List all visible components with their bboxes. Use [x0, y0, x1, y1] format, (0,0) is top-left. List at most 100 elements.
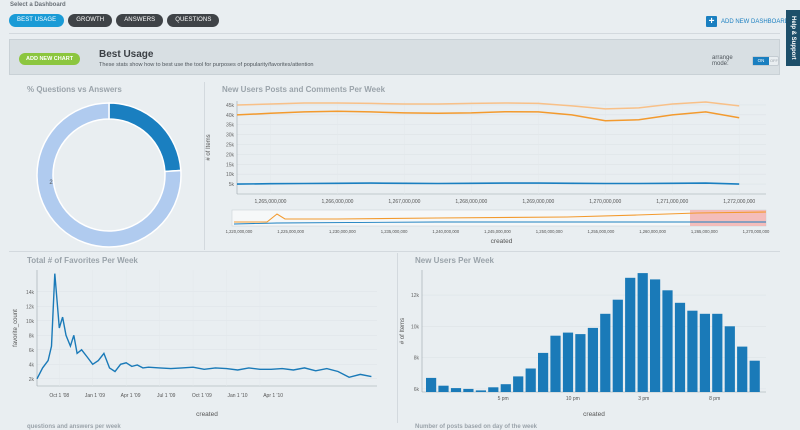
toggle-on-label: ON	[752, 57, 769, 65]
arrange-mode-toggle[interactable]: ON OFF	[751, 56, 779, 66]
bar	[674, 302, 686, 392]
overview-tick-label: 1,250,000,000	[536, 229, 563, 234]
tab-answers[interactable]: ANSWERS	[116, 14, 164, 27]
x-tick-label: 5 pm	[498, 396, 509, 402]
bar	[438, 385, 449, 392]
y-tick-label: 8k	[414, 356, 420, 362]
posts-comments-chart: 45k 40k 35k 30k 25k 20k 15k 10k 5k # of Items 1,26…	[206, 101, 770, 245]
bar	[562, 332, 574, 392]
bar	[612, 299, 623, 392]
tab-growth[interactable]: GROWTH	[68, 14, 113, 27]
y-tick-label: 6k	[414, 387, 420, 393]
donut-slice	[108, 102, 182, 173]
overview-line	[233, 221, 766, 225]
favorites-chart: 14k 12k 10k 8k 6k 4k 2k Oct 1 '08 Jan 1 '09 Apr 1…	[13, 270, 377, 418]
y-tick-label: 45k	[226, 103, 235, 109]
bar	[687, 310, 698, 392]
bar	[625, 277, 636, 392]
bar	[650, 279, 661, 392]
dashboard-title: Best Usage	[99, 49, 154, 60]
x-tick-label: Jan 1 '10	[227, 393, 247, 399]
y-tick-label: 40k	[226, 113, 235, 119]
y-tick-label: 5k	[229, 182, 235, 188]
toggle-off-label: OFF	[769, 58, 778, 63]
x-tick-label: 1,268,000,000	[455, 199, 487, 205]
y-tick-label: 25k	[226, 143, 235, 149]
overview-tick-label: 1,270,000,000	[743, 229, 770, 234]
overview-tick-label: 1,265,000,000	[691, 229, 718, 234]
add-dashboard-label: ADD NEW DASHBOARD	[721, 18, 790, 25]
x-tick-label: 8 pm	[709, 396, 720, 402]
add-dashboard-button[interactable]: + ADD NEW DASHBOARD	[706, 16, 789, 27]
panel-title-questions-vs-answers: % Questions vs Answers	[27, 85, 122, 94]
x-axis-label: created	[583, 411, 605, 418]
bar	[538, 352, 549, 392]
overview-tick-label: 1,245,000,000	[484, 229, 511, 234]
series-line	[36, 273, 372, 380]
tab-questions[interactable]: QUESTIONS	[167, 14, 220, 27]
bar	[463, 388, 474, 392]
tab-best-usage[interactable]: BEST USAGE	[9, 14, 65, 27]
y-tick-label: 10k	[26, 319, 35, 325]
plus-icon: +	[706, 16, 717, 27]
bar	[737, 346, 748, 392]
bar	[500, 384, 511, 392]
bar	[513, 376, 524, 392]
y-tick-label: 35k	[226, 123, 235, 129]
x-axis-label: created	[196, 411, 218, 418]
donut-chart: 2	[36, 102, 182, 248]
x-tick-label: Oct 1 '09	[192, 393, 212, 399]
x-axis-label: created	[491, 238, 513, 245]
add-chart-button[interactable]: ADD NEW CHART	[19, 53, 81, 65]
bar	[426, 377, 437, 392]
overview-line	[234, 211, 767, 223]
bar	[724, 326, 735, 392]
x-tick-label: 3 pm	[638, 396, 649, 402]
bar	[488, 387, 499, 392]
donut-slice-label: 2	[49, 180, 53, 186]
series-line	[236, 182, 740, 185]
dashboard-tabs: BEST USAGE GROWTH ANSWERS QUESTIONS	[9, 14, 220, 27]
bar	[749, 360, 760, 392]
x-tick-label: 10 pm	[566, 396, 580, 402]
bar	[575, 334, 586, 392]
y-tick-label: 10k	[226, 172, 235, 178]
overview-tick-label: 1,220,000,000	[226, 229, 253, 234]
series-line	[236, 110, 740, 122]
y-tick-label: 4k	[29, 362, 35, 368]
bar	[712, 313, 723, 392]
x-tick-label: 1,267,000,000	[388, 199, 420, 205]
y-tick-label: 8k	[29, 333, 35, 339]
x-tick-label: 1,269,000,000	[522, 199, 554, 205]
y-tick-label: 12k	[26, 304, 35, 310]
x-tick-label: 1,266,000,000	[321, 199, 353, 205]
x-tick-label: 1,265,000,000	[254, 199, 286, 205]
dashboard-select-label: Select a Dashboard	[10, 2, 66, 8]
bar	[450, 388, 462, 392]
panel-divider	[204, 82, 205, 250]
y-axis-label: # of Items	[400, 318, 406, 344]
overview-tick-label: 1,260,000,000	[639, 229, 666, 234]
overview-tick-label: 1,235,000,000	[381, 229, 408, 234]
bar	[550, 335, 561, 392]
help-support-tab[interactable]: Help & Support	[786, 10, 800, 66]
bar	[637, 273, 648, 392]
x-tick-label: 1,272,000,000	[723, 199, 755, 205]
dashboard-banner: ADD NEW CHART Best Usage These stats sho…	[9, 39, 780, 75]
y-tick-label: 2k	[29, 377, 35, 383]
y-tick-label: 15k	[226, 162, 235, 168]
x-tick-label: Jan 1 '09	[85, 393, 105, 399]
bar	[525, 368, 536, 392]
x-tick-label: Apr 1 '09	[121, 393, 141, 399]
header-divider	[9, 33, 780, 34]
overview-tick-label: 1,230,000,000	[329, 229, 356, 234]
y-tick-label: 12k	[411, 293, 420, 299]
new-users-chart: 12k 10k 8k 6k 5 pm 10 pm 3 pm 8 pm # of Items cre…	[400, 270, 766, 418]
x-tick-label: Oct 1 '08	[49, 393, 69, 399]
arrange-mode-label: arrange mode:	[712, 55, 733, 67]
panel-divider	[9, 251, 780, 252]
panel-title-favorites-per-week: Total # of Favorites Per Week	[27, 256, 138, 265]
panel-title-qa-per-week: questions and answers per week	[27, 424, 121, 430]
y-tick-label: 30k	[226, 133, 235, 139]
panel-divider	[397, 253, 398, 423]
